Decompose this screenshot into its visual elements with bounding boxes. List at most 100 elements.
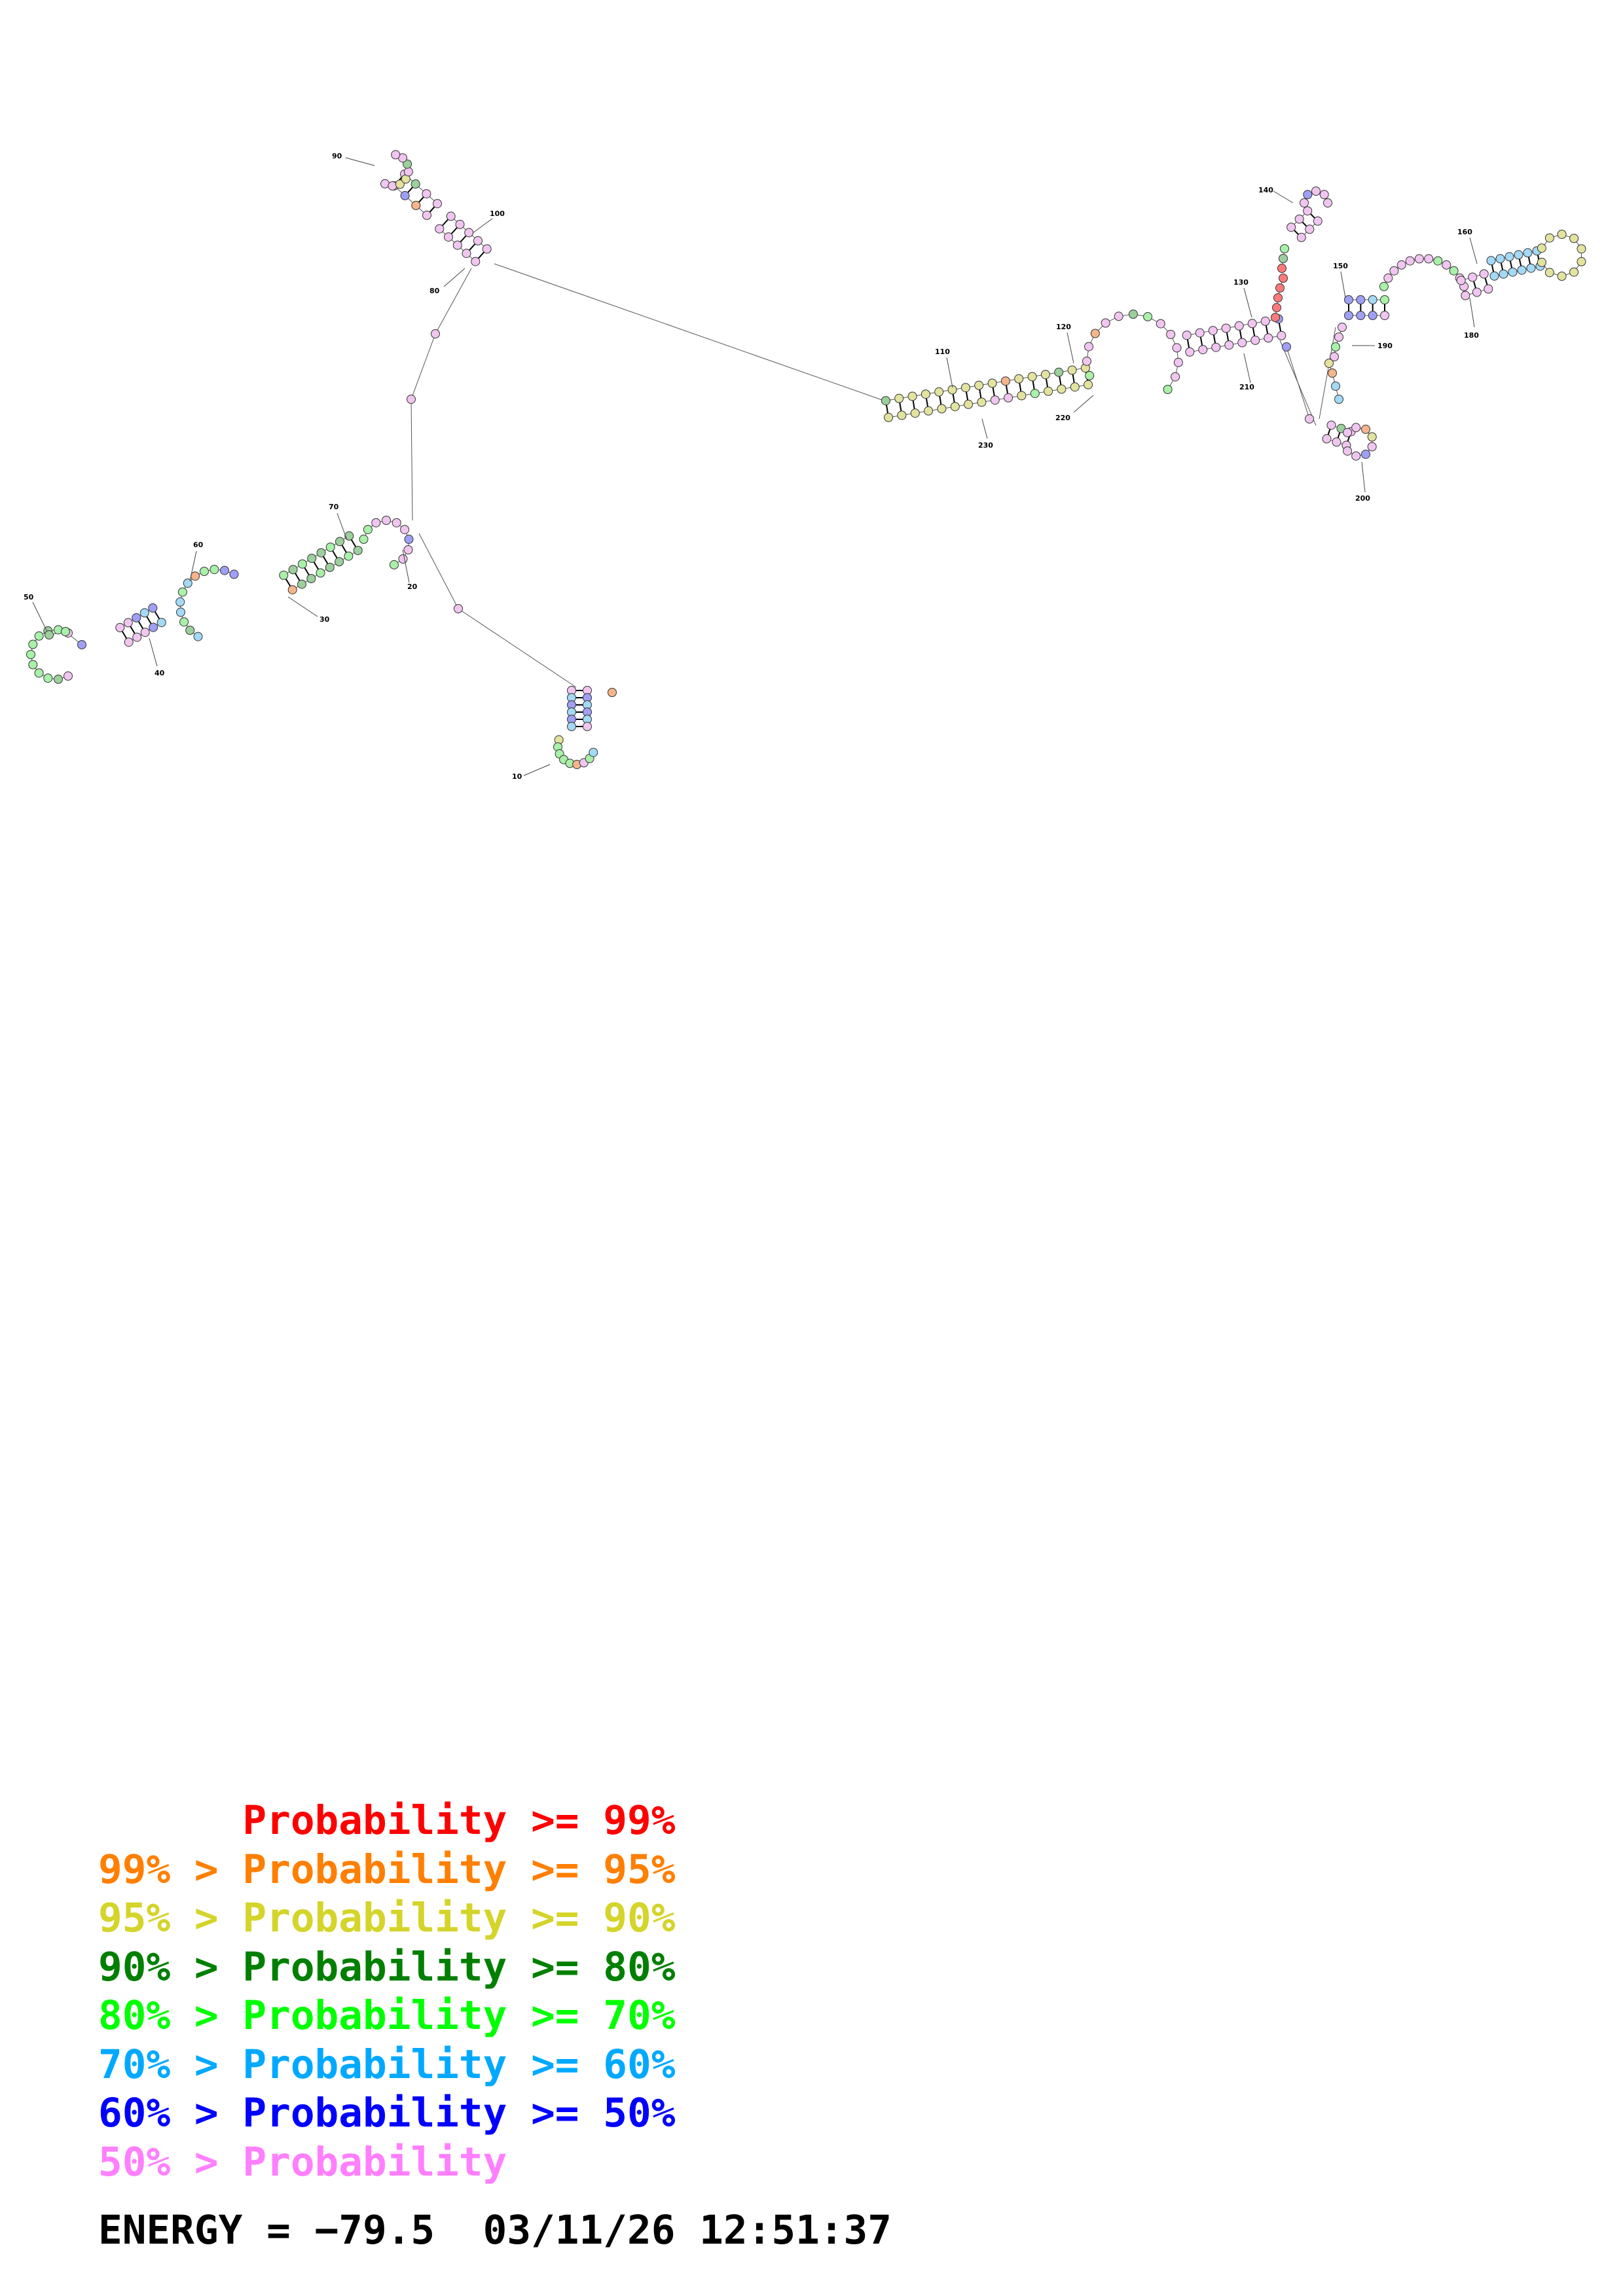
nucleotide-circle [1185, 347, 1195, 357]
nucleotide-circle [183, 579, 192, 588]
legend-label: Probability [242, 1895, 507, 1941]
nucleotide-circle [1300, 198, 1309, 207]
nucleotide-circle [193, 632, 203, 641]
nucleotide-circle [148, 603, 158, 613]
label-70: 70 [329, 503, 348, 541]
label-40: 40 [149, 637, 165, 677]
nucleotide-circle [325, 543, 335, 552]
nucleotide-circle [1260, 316, 1270, 326]
nucleotide-circle [1272, 303, 1281, 312]
nucleotide-circle [390, 560, 399, 569]
nucleotide-circle [1361, 450, 1370, 459]
position-label-230: 230 [978, 441, 993, 450]
nucleotide-circle [124, 637, 134, 647]
position-label-40: 40 [155, 669, 165, 677]
nucleotide-circle [1247, 319, 1257, 329]
nucleotide-circle [316, 548, 326, 558]
nucleotide-circle [897, 410, 907, 420]
backbone-link [494, 263, 884, 401]
legend-row: 60% > Probability >= 50% [98, 2089, 675, 2138]
label-100: 100 [472, 209, 505, 234]
legend-row: 80% > Probability >= 70% [98, 1992, 675, 2041]
nucleotide-circle [894, 393, 904, 403]
label-160: 160 [1457, 228, 1478, 264]
nucleotide-circle [990, 395, 1000, 405]
legend-row: 95% > Probability >= 90% [98, 1894, 675, 1943]
legend-prefix: 60% [98, 2090, 171, 2136]
nucleotide-circle [1361, 424, 1370, 434]
nucleotide-circle [297, 579, 306, 589]
legend-prefix: 80% [98, 1992, 171, 2039]
nucleotide-circle [1508, 267, 1518, 277]
nucleotide-circle [1305, 224, 1315, 234]
nucleotide-circle [1461, 291, 1470, 300]
nucleotide-circle [1195, 328, 1205, 338]
position-label-100: 100 [490, 209, 505, 218]
nucleotide-circle [391, 150, 401, 160]
nucleotide-circle [1557, 230, 1567, 239]
backbone-link [435, 268, 472, 334]
nucleotide-circle [1084, 380, 1093, 389]
nucleotide-circle [881, 396, 890, 406]
label-130: 130 [1233, 278, 1252, 318]
nucleotide-circle [1264, 333, 1273, 343]
position-label-30: 30 [319, 615, 330, 624]
nucleotide-circle [1544, 233, 1554, 243]
legend-label: Probability [242, 2138, 507, 2185]
label-90: 90 [332, 152, 375, 166]
label-230: 230 [978, 418, 993, 450]
nucleotide-circle [1082, 356, 1091, 366]
nucleotide-circle [200, 567, 209, 576]
nucleotide-circle [1336, 423, 1346, 433]
nucleotide-circle [403, 167, 413, 177]
label-150: 150 [1333, 262, 1348, 298]
nucleotide-circle [1279, 254, 1288, 263]
nucleotide-circle [1577, 257, 1586, 266]
nucleotide-circle [462, 249, 471, 259]
legend-suffix: >= 95% [507, 1846, 676, 1893]
energy-footer: ENERGY = −79.5 03/11/26 12:51:37 [98, 2207, 892, 2253]
legend-suffix: >= 60% [507, 2041, 676, 2088]
position-label-90: 90 [332, 152, 342, 160]
nucleotide-circle [444, 232, 453, 242]
label-220: 220 [1055, 395, 1094, 422]
position-label-200: 200 [1355, 494, 1370, 503]
nucleotide-circle [1338, 323, 1347, 332]
nucleotide-circle [1286, 223, 1296, 232]
nucleotide-circle [1198, 345, 1208, 355]
energy-value: −79.5 [314, 2207, 435, 2253]
base-pair-bonds [119, 173, 1541, 727]
nucleotide-circle [1380, 311, 1389, 320]
nucleotide-circle [140, 628, 150, 637]
nucleotide-circle [335, 557, 344, 567]
nucleotide-circle [452, 240, 462, 250]
nucleotide-circle [1172, 343, 1182, 353]
nucleotide-circle [608, 688, 617, 697]
label-110: 110 [935, 348, 953, 388]
nucleotide-circle [1280, 244, 1289, 253]
nucleotide-circle [1044, 386, 1053, 396]
nucleotide-circle [1114, 312, 1123, 321]
nucleotide-circle [1495, 254, 1505, 264]
nucleotide-circle [1311, 187, 1321, 196]
label-30: 30 [287, 596, 330, 624]
nucleotide-circle [353, 546, 363, 556]
nucleotide-circle [1182, 331, 1192, 340]
backbone-segment [1286, 346, 1310, 420]
nucleotide-circle [335, 537, 344, 547]
nucleotide-circle [1514, 250, 1523, 260]
nucleotide-circle [132, 613, 141, 622]
nucleotide-circle [910, 408, 920, 418]
nucleotide-circle [435, 224, 445, 234]
position-label-150: 150 [1333, 262, 1348, 270]
nucleotide-circle [1171, 372, 1180, 382]
backbone-link [410, 333, 436, 400]
nucleotide-circle [149, 622, 158, 632]
nucleotide-circle [1577, 244, 1586, 254]
nucleotide-circle [1383, 273, 1393, 283]
nucleotide-circle [344, 531, 354, 541]
nucleotide-circle [1224, 340, 1234, 350]
nucleotide-circle [1324, 359, 1334, 368]
nucleotide-circle [934, 387, 944, 397]
legend-row: 70% > Probability >= 60% [98, 2041, 675, 2090]
